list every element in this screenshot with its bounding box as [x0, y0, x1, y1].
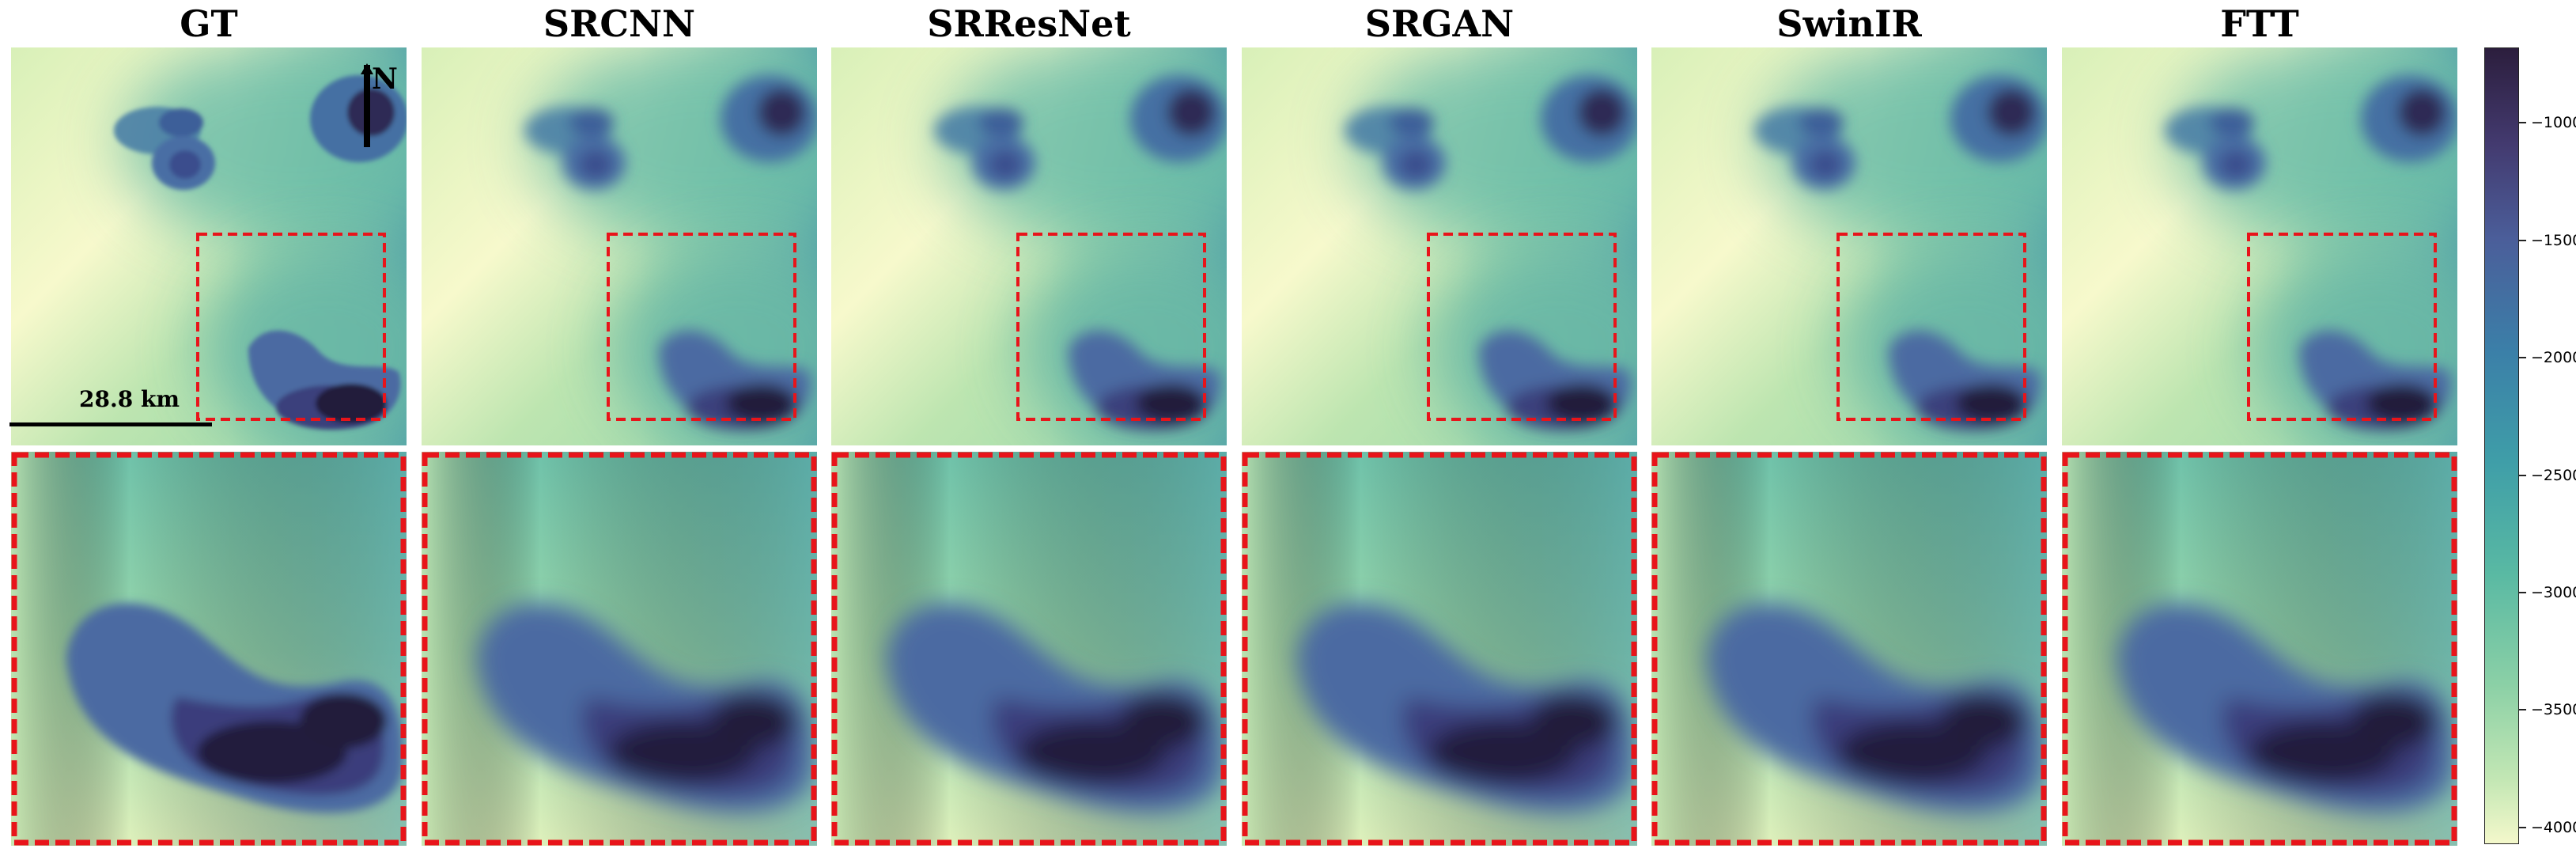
map-panel-srcnn: [422, 47, 817, 445]
north-arrow-icon: [364, 65, 370, 147]
colorbar-tick: [2518, 122, 2526, 123]
map-panel-srgan: [1242, 47, 1637, 445]
scale-bar-label: 28.8 km: [79, 386, 180, 412]
zoom-panel-swinir: [1651, 452, 2047, 846]
colorbar-tick-label: −3000: [2531, 584, 2576, 601]
colorbar-tick-label: −1500: [2531, 232, 2576, 249]
colorbar-tick-label: −2500: [2531, 467, 2576, 484]
title-gt: GT: [180, 2, 238, 45]
title-ftt: FTT: [2220, 2, 2299, 45]
title-swinir: SwinIR: [1776, 2, 1922, 45]
colorbar-tick-label: −2000: [2531, 349, 2576, 366]
zoom-panel-srcnn: [422, 452, 817, 846]
north-label: N: [372, 63, 398, 96]
zoom-panel-srgan: [1242, 452, 1637, 846]
colorbar-tick: [2518, 709, 2526, 710]
scale-bar: [9, 422, 212, 426]
colorbar-tick: [2518, 357, 2526, 358]
map-panel-swinir: [1651, 47, 2047, 445]
zoom-panel-ftt: [2062, 452, 2457, 846]
north-arrow-head-icon: [361, 63, 373, 74]
colorbar-tick-label: −4000: [2531, 819, 2576, 836]
map-panel-ftt: [2062, 47, 2457, 445]
colorbar-tick: [2518, 475, 2526, 476]
zoom-panel-gt: [11, 452, 407, 846]
title-srresnet: SRResNet: [927, 2, 1131, 45]
zoom-panel-srresnet: [831, 452, 1227, 846]
colorbar-tick-label: −3500: [2531, 701, 2576, 718]
colorbar: [2484, 47, 2519, 844]
colorbar-tick: [2518, 827, 2526, 828]
title-srgan: SRGAN: [1364, 2, 1515, 45]
colorbar-tick: [2518, 592, 2526, 593]
colorbar-tick-label: −1000: [2531, 114, 2576, 131]
colorbar-tick: [2518, 240, 2526, 241]
map-panel-srresnet: [831, 47, 1227, 445]
map-panel-gt: [11, 47, 407, 445]
title-srcnn: SRCNN: [543, 2, 696, 45]
